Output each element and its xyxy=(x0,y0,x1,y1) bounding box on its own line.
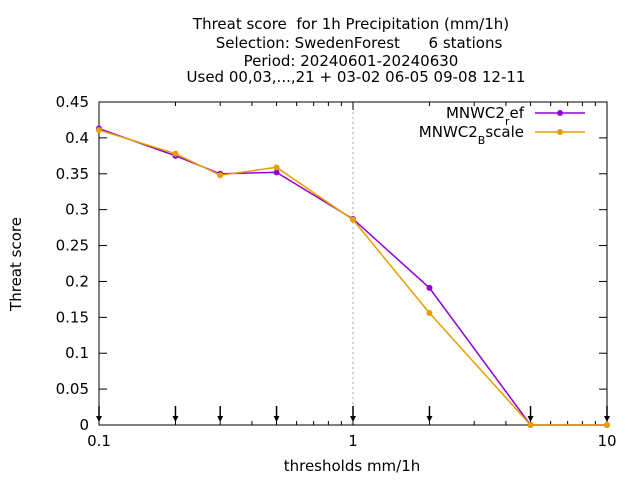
x-tick-label: 1 xyxy=(348,432,358,450)
series-2-point xyxy=(172,150,179,157)
series-2-point xyxy=(96,126,102,133)
y-tick-label: 0.25 xyxy=(56,237,89,255)
series-2-point xyxy=(217,172,224,179)
y-tick-label: 0.05 xyxy=(56,380,89,398)
series-1-point xyxy=(426,284,433,291)
title-line-4: Used 00,03,...,21 + 03-02 06-05 09-08 12… xyxy=(187,68,526,86)
threshold-arrow-head xyxy=(426,416,433,422)
legend-label-1: MNWC2ref xyxy=(446,104,525,128)
x-tick-label: 10 xyxy=(597,432,616,450)
series-layer xyxy=(96,125,610,428)
y-tick-label: 0.2 xyxy=(65,272,89,290)
title-line-3: Period: 20240601-20240630 xyxy=(244,52,459,70)
legend-label-2: MNWC2Bscale xyxy=(419,123,524,147)
series-line-1 xyxy=(98,127,607,426)
title-line-2: Selection: SwedenForest 6 stations xyxy=(216,34,503,52)
y-tick-label: 0 xyxy=(79,416,89,434)
threshold-arrow-head xyxy=(217,416,224,422)
series-2-point xyxy=(604,422,610,428)
series-2-point xyxy=(527,422,534,428)
series-line-2 xyxy=(98,129,607,426)
y-tick-label: 0.15 xyxy=(56,308,89,326)
x-axis-label: thresholds mm/1h xyxy=(284,457,421,475)
y-axis-label: Threat score xyxy=(7,217,25,312)
title-line-1: Threat score for 1h Precipitation (mm/1h… xyxy=(192,15,509,33)
threshold-arrow-head xyxy=(273,416,280,422)
threshold-arrow-head xyxy=(172,416,179,422)
chart-title: Threat score for 1h Precipitation (mm/1h… xyxy=(187,15,526,86)
y-tick-label: 0.45 xyxy=(56,93,89,111)
series-2-point xyxy=(426,310,433,317)
y-tick-label: 0.4 xyxy=(65,129,89,147)
series-2-point xyxy=(273,164,280,171)
y-tick-label: 0.35 xyxy=(56,165,89,183)
axes: 0 0.05 0.1 0.15 0.2 0.25 0.3 0.35 0.4 0.45 0.1 1 10 xyxy=(56,93,617,450)
series-2-point xyxy=(350,216,356,223)
series-1-point xyxy=(273,169,280,176)
y-tick-label: 0.3 xyxy=(65,201,89,219)
legend-marker-1 xyxy=(557,110,563,116)
legend-marker-2 xyxy=(557,129,563,135)
x-tick-label: 0.1 xyxy=(87,432,111,450)
threshold-arrow-head xyxy=(527,416,534,422)
y-tick-label: 0.1 xyxy=(65,344,89,362)
